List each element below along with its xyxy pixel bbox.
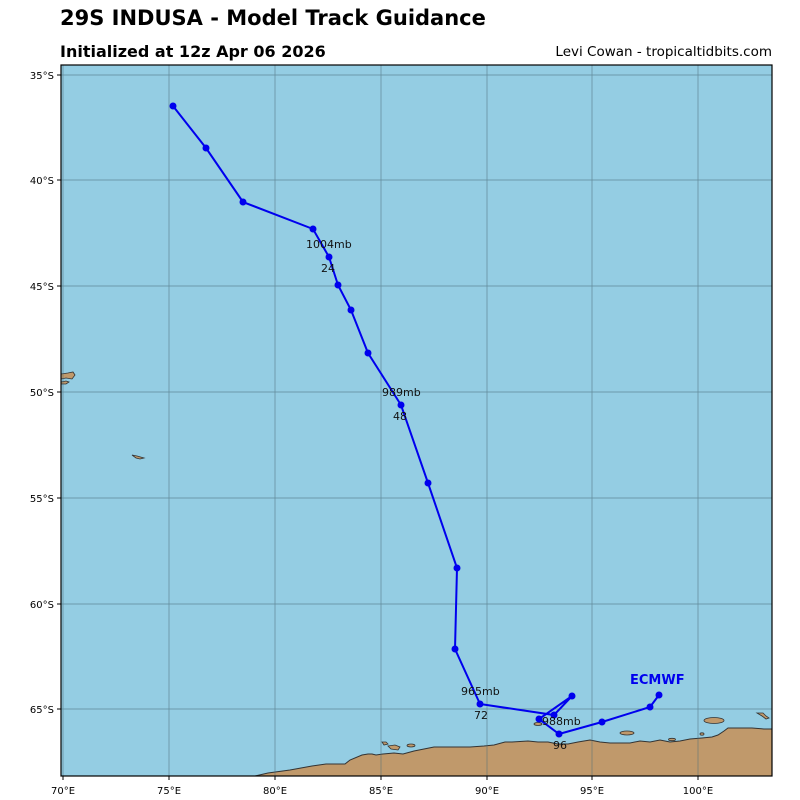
hour-label: 24 xyxy=(321,262,335,275)
track-point[interactable] xyxy=(424,479,432,487)
island xyxy=(699,732,705,736)
island xyxy=(406,743,416,748)
init-time-subtitle: Initialized at 12z Apr 06 2026 xyxy=(60,42,326,61)
hour-label: 72 xyxy=(474,709,488,722)
chart-title: 29S INDUSA - Model Track Guidance xyxy=(60,6,486,30)
x-tick-label: 100°E xyxy=(683,786,713,797)
track-point[interactable] xyxy=(202,144,210,152)
track-point[interactable] xyxy=(453,564,461,572)
track-point[interactable] xyxy=(169,102,177,110)
island xyxy=(387,744,401,751)
y-tick-label: 45°S xyxy=(30,282,54,293)
pressure-label: 988mb xyxy=(542,715,581,728)
x-tick-label: 80°E xyxy=(263,786,287,797)
ocean-background xyxy=(61,65,772,776)
track-point[interactable] xyxy=(568,692,576,700)
track-point[interactable] xyxy=(334,281,342,289)
antarctica-landmass xyxy=(254,727,772,776)
track-point[interactable] xyxy=(535,715,543,723)
y-tick-label: 50°S xyxy=(30,388,54,399)
y-tick-label: 35°S xyxy=(30,71,54,82)
gridlines xyxy=(61,65,772,776)
island xyxy=(61,371,76,380)
track-point[interactable] xyxy=(555,730,563,738)
x-tick-label: 90°E xyxy=(475,786,499,797)
track-point[interactable] xyxy=(451,645,459,653)
x-tick-label: 85°E xyxy=(369,786,393,797)
x-tick-label: 70°E xyxy=(51,786,75,797)
ecmwf-track-line xyxy=(172,105,660,736)
y-tick-label: 55°S xyxy=(30,494,54,505)
island xyxy=(668,737,676,742)
pressure-label: 1004mb xyxy=(306,238,352,251)
island xyxy=(619,730,635,736)
x-tick-label: 75°E xyxy=(157,786,181,797)
track-points xyxy=(169,102,663,738)
hour-label: 48 xyxy=(393,410,407,423)
track-point[interactable] xyxy=(550,711,558,719)
track-point[interactable] xyxy=(598,718,606,726)
x-tick-label: 95°E xyxy=(580,786,604,797)
island xyxy=(755,712,770,720)
y-tick-marks xyxy=(57,74,61,710)
model-label-ecmwf: ECMWF xyxy=(630,673,685,688)
track-point[interactable] xyxy=(476,700,484,708)
y-tick-label: 65°S xyxy=(30,705,54,716)
island xyxy=(533,722,543,726)
y-tick-label: 60°S xyxy=(30,600,54,611)
track-point[interactable] xyxy=(364,349,372,357)
pressure-label: 989mb xyxy=(382,386,421,399)
track-point[interactable] xyxy=(309,225,317,233)
x-tick-marks xyxy=(62,776,699,780)
track-point[interactable] xyxy=(397,401,405,409)
track-point[interactable] xyxy=(239,198,247,206)
track-point[interactable] xyxy=(655,691,663,699)
plot-frame xyxy=(60,64,773,777)
track-point[interactable] xyxy=(325,253,333,261)
credit-text: Levi Cowan - tropicaltidbits.com xyxy=(555,44,772,60)
pressure-label: 965mb xyxy=(461,685,500,698)
hour-label: 96 xyxy=(553,739,567,752)
track-point[interactable] xyxy=(347,306,355,314)
track-point[interactable] xyxy=(646,703,654,711)
island xyxy=(381,741,389,746)
island xyxy=(131,454,146,460)
y-tick-label: 40°S xyxy=(30,176,54,187)
island xyxy=(703,717,725,724)
